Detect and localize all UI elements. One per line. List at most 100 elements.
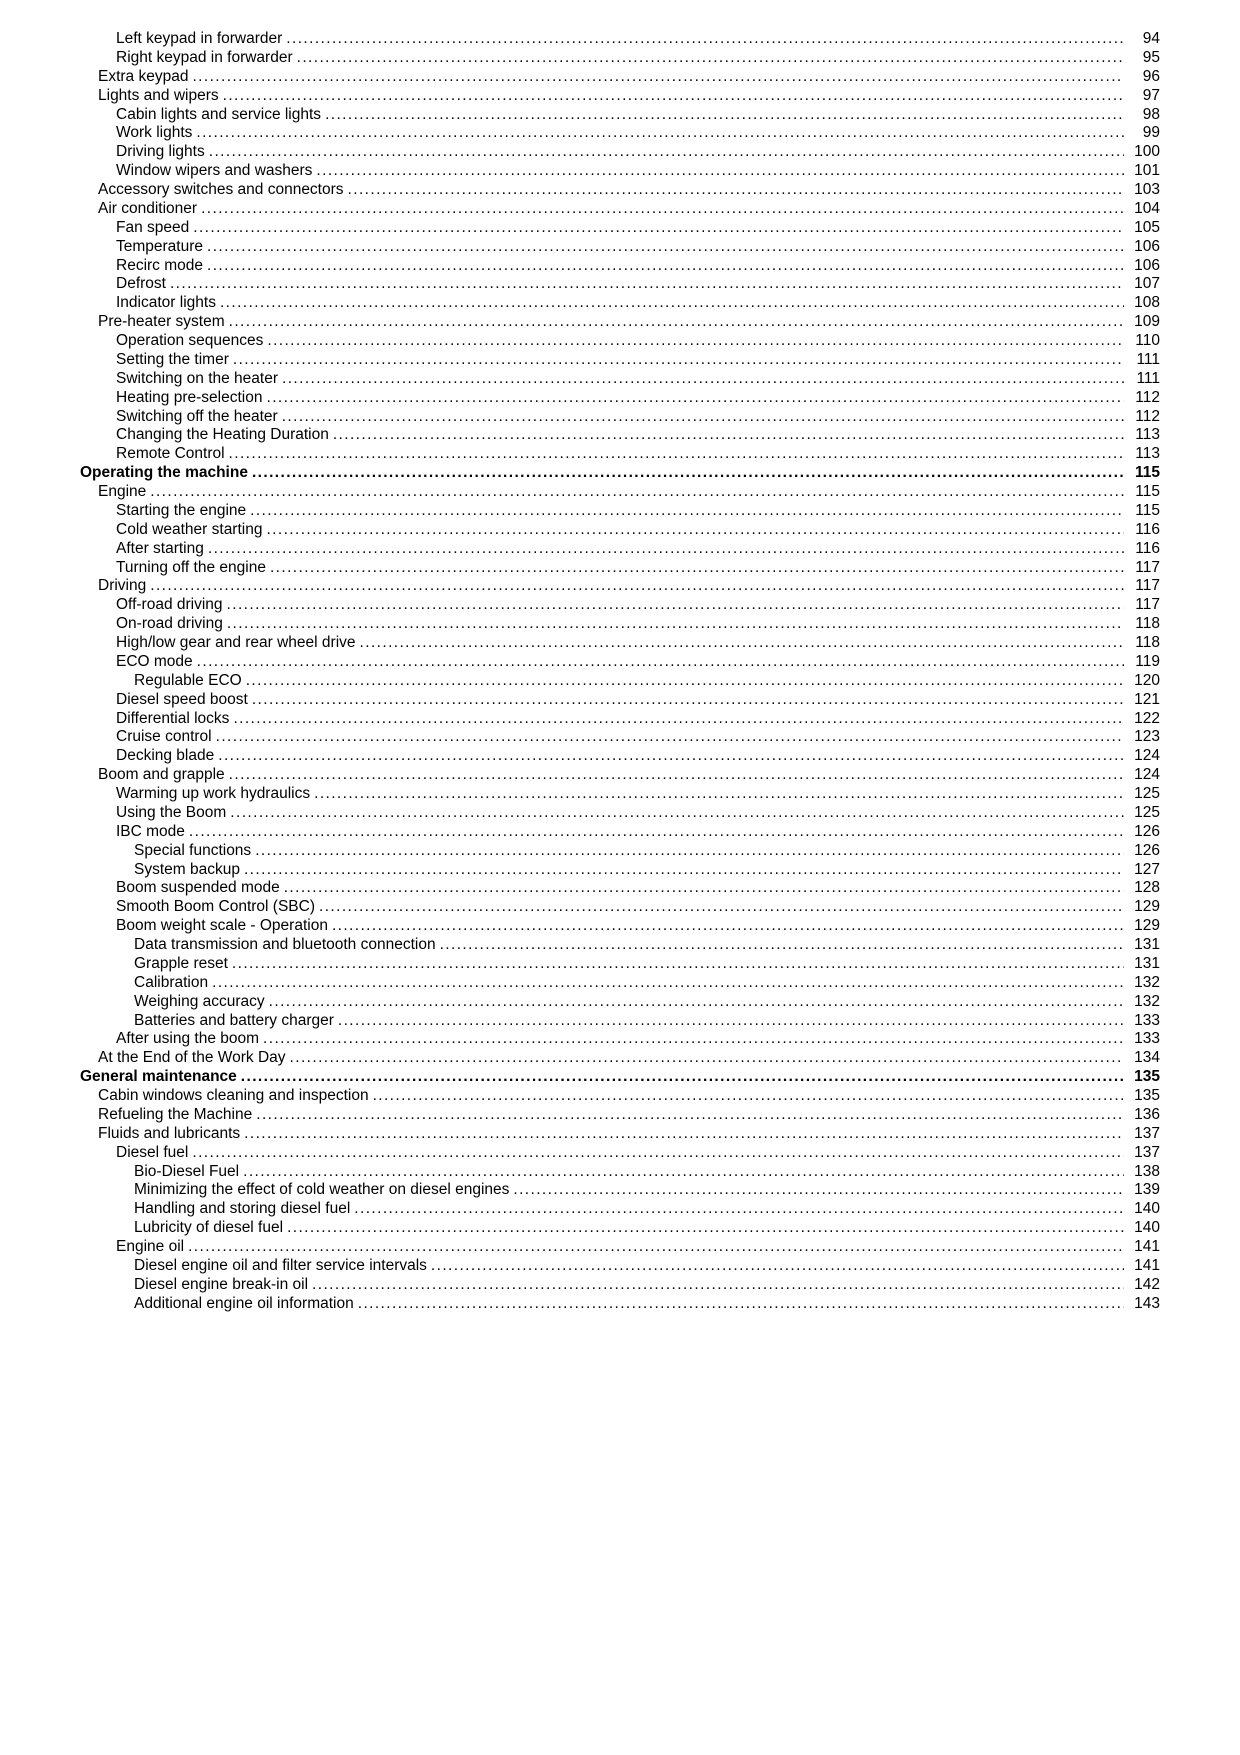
toc-row[interactable]: IBC mode126 xyxy=(80,823,1160,841)
toc-row[interactable]: Diesel engine break-in oil142 xyxy=(80,1276,1160,1294)
toc-page-number: 100 xyxy=(1124,143,1160,161)
toc-row[interactable]: Air conditioner104 xyxy=(80,200,1160,218)
toc-page-number: 96 xyxy=(1124,68,1160,86)
toc-row[interactable]: Pre-heater system109 xyxy=(80,313,1160,331)
toc-row[interactable]: Extra keypad96 xyxy=(80,68,1160,86)
toc-row[interactable]: System backup127 xyxy=(80,861,1160,879)
toc-row[interactable]: Defrost107 xyxy=(80,275,1160,293)
toc-row[interactable]: Switching on the heater111 xyxy=(80,370,1160,388)
toc-label: General maintenance xyxy=(80,1068,241,1086)
toc-row[interactable]: Switching off the heater112 xyxy=(80,408,1160,426)
toc-label: Data transmission and bluetooth connecti… xyxy=(134,936,440,954)
toc-row[interactable]: Setting the timer111 xyxy=(80,351,1160,369)
toc-row[interactable]: Driving117 xyxy=(80,577,1160,595)
toc-row[interactable]: Cabin windows cleaning and inspection135 xyxy=(80,1087,1160,1105)
toc-row[interactable]: Left keypad in forwarder94 xyxy=(80,30,1160,48)
toc-row[interactable]: Calibration132 xyxy=(80,974,1160,992)
toc-page-number: 135 xyxy=(1124,1087,1160,1105)
toc-row[interactable]: Grapple reset131 xyxy=(80,955,1160,973)
toc-row[interactable]: Right keypad in forwarder95 xyxy=(80,49,1160,67)
toc-page-number: 97 xyxy=(1124,87,1160,105)
toc-row[interactable]: Lubricity of diesel fuel140 xyxy=(80,1219,1160,1237)
toc-row[interactable]: Additional engine oil information143 xyxy=(80,1295,1160,1313)
toc-leader-dots xyxy=(267,332,1124,350)
toc-label: Accessory switches and connectors xyxy=(98,181,348,199)
toc-row[interactable]: After using the boom133 xyxy=(80,1030,1160,1048)
toc-leader-dots xyxy=(297,49,1124,67)
toc-leader-dots xyxy=(266,389,1124,407)
toc-row[interactable]: Cold weather starting116 xyxy=(80,521,1160,539)
toc-leader-dots xyxy=(440,936,1124,954)
toc-leader-dots xyxy=(201,200,1124,218)
toc-leader-dots xyxy=(227,596,1124,614)
toc-row[interactable]: Differential locks122 xyxy=(80,710,1160,728)
toc-row[interactable]: Fluids and lubricants137 xyxy=(80,1125,1160,1143)
toc-row[interactable]: Turning off the engine117 xyxy=(80,559,1160,577)
toc-label: Decking blade xyxy=(116,747,218,765)
toc-row[interactable]: Starting the engine115 xyxy=(80,502,1160,520)
toc-label: Fluids and lubricants xyxy=(98,1125,244,1143)
toc-row[interactable]: Batteries and battery charger133 xyxy=(80,1012,1160,1030)
toc-row[interactable]: Temperature106 xyxy=(80,238,1160,256)
toc-row[interactable]: Changing the Heating Duration113 xyxy=(80,426,1160,444)
toc-row[interactable]: Operation sequences110 xyxy=(80,332,1160,350)
toc-row[interactable]: Operating the machine115 xyxy=(80,464,1160,482)
toc-page-number: 118 xyxy=(1124,615,1160,633)
toc-row[interactable]: Cruise control123 xyxy=(80,728,1160,746)
toc-row[interactable]: General maintenance135 xyxy=(80,1068,1160,1086)
toc-row[interactable]: Bio-Diesel Fuel138 xyxy=(80,1163,1160,1181)
toc-row[interactable]: At the End of the Work Day134 xyxy=(80,1049,1160,1067)
toc-label: Diesel speed boost xyxy=(116,691,252,709)
toc-row[interactable]: Smooth Boom Control (SBC)129 xyxy=(80,898,1160,916)
toc-row[interactable]: Lights and wipers97 xyxy=(80,87,1160,105)
toc-label: Heating pre-selection xyxy=(116,389,266,407)
toc-row[interactable]: Diesel engine oil and filter service int… xyxy=(80,1257,1160,1275)
toc-row[interactable]: Data transmission and bluetooth connecti… xyxy=(80,936,1160,954)
toc-row[interactable]: Off-road driving117 xyxy=(80,596,1160,614)
toc-row[interactable]: Weighing accuracy132 xyxy=(80,993,1160,1011)
toc-row[interactable]: Warming up work hydraulics125 xyxy=(80,785,1160,803)
toc-row[interactable]: High/low gear and rear wheel drive118 xyxy=(80,634,1160,652)
toc-row[interactable]: Recirc mode106 xyxy=(80,257,1160,275)
toc-leader-dots xyxy=(319,898,1124,916)
toc-row[interactable]: Using the Boom125 xyxy=(80,804,1160,822)
toc-label: Boom suspended mode xyxy=(116,879,284,897)
toc-row[interactable]: Diesel fuel137 xyxy=(80,1144,1160,1162)
toc-row[interactable]: Indicator lights108 xyxy=(80,294,1160,312)
toc-row[interactable]: Work lights99 xyxy=(80,124,1160,142)
toc-row[interactable]: Special functions126 xyxy=(80,842,1160,860)
toc-leader-dots xyxy=(230,804,1124,822)
toc-row[interactable]: Fan speed105 xyxy=(80,219,1160,237)
toc-label: Diesel fuel xyxy=(116,1144,192,1162)
toc-page-number: 118 xyxy=(1124,634,1160,652)
toc-row[interactable]: ECO mode119 xyxy=(80,653,1160,671)
toc-row[interactable]: Engine oil141 xyxy=(80,1238,1160,1256)
toc-leader-dots xyxy=(431,1257,1124,1275)
toc-row[interactable]: Boom suspended mode128 xyxy=(80,879,1160,897)
toc-row[interactable]: Heating pre-selection112 xyxy=(80,389,1160,407)
toc-label: Indicator lights xyxy=(116,294,220,312)
toc-page-number: 115 xyxy=(1124,464,1160,482)
toc-row[interactable]: Window wipers and washers101 xyxy=(80,162,1160,180)
toc-row[interactable]: Boom and grapple124 xyxy=(80,766,1160,784)
toc-row[interactable]: After starting 116 xyxy=(80,540,1160,558)
toc-page-number: 132 xyxy=(1124,993,1160,1011)
toc-row[interactable]: Handling and storing diesel fuel140 xyxy=(80,1200,1160,1218)
toc-row[interactable]: Diesel speed boost121 xyxy=(80,691,1160,709)
toc-row[interactable]: Minimizing the effect of cold weather on… xyxy=(80,1181,1160,1199)
toc-row[interactable]: Remote Control113 xyxy=(80,445,1160,463)
toc-row[interactable]: Regulable ECO120 xyxy=(80,672,1160,690)
toc-row[interactable]: Driving lights100 xyxy=(80,143,1160,161)
toc-row[interactable]: Boom weight scale - Operation129 xyxy=(80,917,1160,935)
toc-row[interactable]: Cabin lights and service lights98 xyxy=(80,106,1160,124)
toc-row[interactable]: Accessory switches and connectors103 xyxy=(80,181,1160,199)
toc-page-number: 129 xyxy=(1124,917,1160,935)
toc-row[interactable]: Engine115 xyxy=(80,483,1160,501)
toc-leader-dots xyxy=(207,257,1124,275)
toc-page-number: 139 xyxy=(1124,1181,1160,1199)
toc-row[interactable]: Decking blade124 xyxy=(80,747,1160,765)
toc-row[interactable]: On-road driving118 xyxy=(80,615,1160,633)
toc-label: After starting xyxy=(116,540,208,558)
toc-row[interactable]: Refueling the Machine136 xyxy=(80,1106,1160,1124)
toc-page-number: 116 xyxy=(1124,540,1160,558)
